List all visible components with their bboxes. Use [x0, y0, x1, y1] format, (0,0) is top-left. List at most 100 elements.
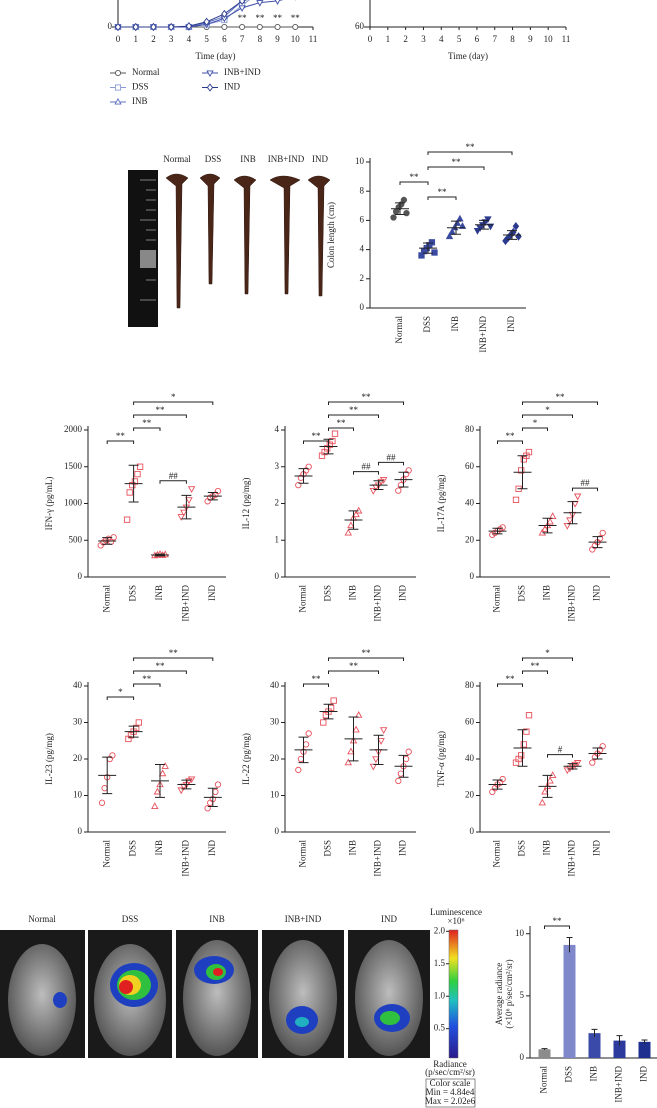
marker [379, 727, 388, 734]
marker [185, 778, 193, 786]
marker [305, 463, 312, 470]
x-tick-label: INB+IND [567, 585, 577, 622]
significance-bracket [522, 414, 573, 418]
x-tick-label: 4 [187, 34, 192, 44]
marker [352, 725, 360, 733]
error-bar [348, 510, 359, 530]
significance-label: ** [349, 405, 359, 415]
error-bar [373, 734, 384, 765]
x-tick-label: INB [348, 585, 358, 601]
significance-bracket [427, 151, 513, 155]
y-tick-label: 40 [270, 680, 280, 690]
marker [136, 463, 144, 470]
marker [180, 509, 188, 517]
marker [566, 517, 574, 525]
significance-bracket [133, 427, 161, 431]
marker [101, 785, 108, 792]
marker [185, 22, 193, 31]
significance-bracket [544, 925, 570, 929]
y-tick-label: 1 [275, 534, 280, 544]
error-bar [373, 480, 384, 491]
x-tick-label: IND [639, 1066, 649, 1082]
marker [330, 697, 337, 704]
error-bar [542, 774, 553, 798]
significance-bracket [353, 471, 379, 475]
marker [151, 802, 159, 810]
x-tick-label: INB+IND [180, 585, 190, 622]
photo-label: IND [312, 154, 328, 164]
x-tick-label: Normal [101, 585, 111, 613]
legend-label: Normal [132, 67, 160, 77]
x-tick-label: 6 [475, 34, 480, 44]
significance-bracket [522, 657, 573, 661]
x-tick-label: 2 [403, 34, 408, 44]
marker [456, 214, 464, 222]
significance-label: ** [362, 648, 372, 658]
marker [295, 481, 302, 489]
marker [274, 23, 281, 31]
x-tick-label: 0 [116, 34, 121, 44]
marker [458, 222, 467, 229]
y-tick-label: 1000 [64, 498, 83, 508]
y-tick-label: 40 [465, 498, 475, 508]
significance-label: ## [387, 452, 397, 462]
x-tick-label: 8 [510, 34, 515, 44]
marker [168, 22, 175, 32]
marker [114, 84, 122, 91]
x-tick-label: 10 [291, 34, 301, 44]
marker [185, 497, 193, 504]
legend-label: IND [224, 82, 240, 92]
image-label: INB+IND [285, 914, 322, 924]
x-tick-label: 5 [457, 34, 462, 44]
y-tick-label: 10 [270, 790, 280, 800]
marker [177, 787, 185, 795]
y-tick-label: 4 [275, 424, 280, 434]
error-bar [155, 763, 165, 798]
marker [158, 769, 167, 777]
error-bar [128, 725, 139, 738]
significance-bracket [497, 683, 523, 687]
marker [329, 437, 336, 445]
y-tick-label: 0 [108, 21, 113, 31]
marker [331, 430, 339, 437]
x-tick-label: Normal [492, 840, 502, 868]
x-tick-label: INB [542, 840, 552, 856]
marker [548, 512, 557, 519]
significance-bracket [547, 754, 573, 758]
marker [238, 5, 246, 12]
marker [538, 528, 547, 536]
error-bar [542, 517, 553, 534]
y-tick-label: 0 [275, 571, 280, 581]
marker [123, 516, 131, 523]
y-tick-label: 20 [270, 753, 280, 763]
marker [397, 770, 405, 777]
significance-bracket [133, 657, 214, 661]
bar [563, 944, 576, 1058]
significance-bracket [133, 414, 187, 418]
error-bar [102, 756, 113, 795]
legend-label: DSS [132, 82, 149, 92]
x-tick-label: INB+IND [614, 1066, 624, 1103]
marker [238, 0, 246, 6]
x-tick-label: INB+IND [373, 585, 383, 622]
significance-label: ** [506, 431, 516, 441]
scale-box-text: Max = 2.02e6 [425, 1096, 476, 1106]
image-label: DSS [122, 914, 139, 924]
significance-bracket [133, 670, 187, 674]
y-tick-label: 2000 [64, 424, 83, 434]
y-tick-label: 2 [275, 498, 280, 508]
error-bar [616, 1035, 623, 1046]
y-axis-label: IL-22 (pg/mg) [241, 733, 251, 785]
error-bar [423, 242, 433, 254]
colorbar-caption: (p/sec/cm²/sr) [425, 1067, 475, 1077]
marker [546, 517, 554, 525]
significance-bracket [328, 670, 379, 674]
marker [347, 747, 355, 755]
marker [153, 787, 162, 795]
marker [347, 521, 355, 529]
marker [573, 493, 582, 501]
error-bar [567, 763, 578, 770]
significance-bracket [106, 696, 135, 700]
y-axis-label: Colon length (cm) [326, 202, 336, 268]
x-tick-label: Normal [539, 1066, 549, 1094]
